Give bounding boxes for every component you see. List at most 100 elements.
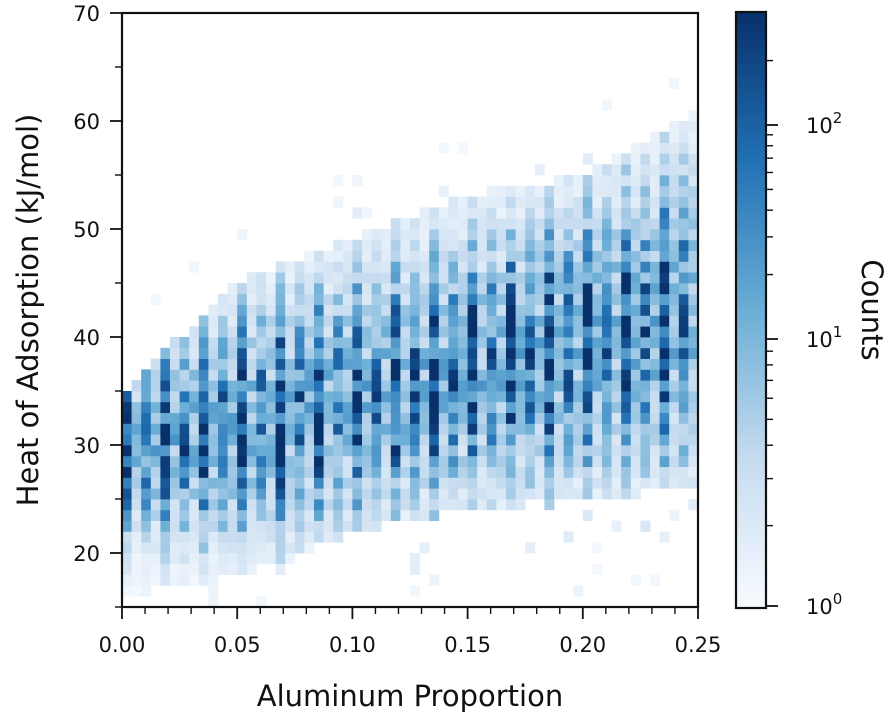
heatmap-cell xyxy=(621,412,632,424)
heatmap-cell xyxy=(506,196,516,208)
heatmap-cell xyxy=(266,337,276,349)
heatmap-cell xyxy=(419,326,430,338)
heatmap-cell xyxy=(227,466,238,478)
heatmap-cell xyxy=(371,391,382,403)
heatmap-cell xyxy=(659,250,670,262)
heatmap-cell xyxy=(669,164,680,176)
heatmap-cell xyxy=(294,337,305,349)
heatmap-cell xyxy=(266,499,276,511)
heatmap-cell xyxy=(582,412,593,424)
heatmap-cell xyxy=(198,434,209,446)
heatmap-cell xyxy=(669,272,680,284)
heatmap-cell xyxy=(208,477,219,489)
heatmap-cell xyxy=(179,466,190,478)
heatmap-cell xyxy=(131,531,142,543)
heatmap-cell xyxy=(352,326,363,338)
heatmap-cell xyxy=(400,261,411,273)
heatmap-cell xyxy=(534,196,545,208)
heatmap-cell xyxy=(323,401,334,413)
heatmap-cell xyxy=(602,401,612,413)
heatmap-cell xyxy=(602,488,612,500)
heatmap-cell xyxy=(467,326,478,338)
heatmap-cell xyxy=(285,401,296,413)
heatmap-cell xyxy=(410,304,420,316)
heatmap-cell xyxy=(285,477,296,489)
heatmap-cell xyxy=(256,401,267,413)
heatmap-cell xyxy=(304,304,315,316)
heatmap-cell xyxy=(525,337,536,349)
heatmap-cell xyxy=(573,585,584,597)
heatmap-cell xyxy=(438,391,449,403)
heatmap-cell xyxy=(208,574,219,586)
heatmap-cell xyxy=(592,315,603,327)
heatmap-cell xyxy=(170,380,180,392)
heatmap-cell xyxy=(486,207,497,219)
heatmap-cell xyxy=(573,434,584,446)
heatmap-cell xyxy=(544,272,555,284)
heatmap-cell xyxy=(314,466,324,478)
heatmap-cell xyxy=(506,261,516,273)
heatmap-cell xyxy=(150,563,161,575)
heatmap-cell xyxy=(208,509,219,521)
heatmap-cell xyxy=(285,304,296,316)
heatmap-cell xyxy=(352,499,363,511)
heatmap-cell xyxy=(678,369,689,381)
heatmap-cell xyxy=(256,423,267,435)
heatmap-cell xyxy=(266,380,276,392)
heatmap-cell xyxy=(141,445,152,457)
heatmap-cell xyxy=(352,455,363,467)
heatmap-cell xyxy=(352,261,363,273)
heatmap-cell xyxy=(678,423,689,435)
heatmap-cell xyxy=(304,434,315,446)
heatmap-cell xyxy=(342,488,353,500)
heatmap-cell xyxy=(669,423,680,435)
heatmap-cell xyxy=(333,520,344,532)
heatmap-cell xyxy=(362,229,372,241)
heatmap-cell xyxy=(333,347,344,359)
heatmap-cell xyxy=(688,121,699,133)
heatmap-cell xyxy=(227,455,238,467)
heatmap-cell xyxy=(381,304,392,316)
heatmap-cell xyxy=(496,423,507,435)
heatmap-cell xyxy=(275,293,286,305)
heatmap-cell xyxy=(198,509,209,521)
heatmap-cell xyxy=(448,401,459,413)
heatmap-cell xyxy=(189,553,200,565)
heatmap-cell xyxy=(323,412,334,424)
heatmap-cell xyxy=(458,337,468,349)
heatmap-cell xyxy=(333,369,344,381)
heatmap-cell xyxy=(218,563,228,575)
heatmap-cell xyxy=(304,250,315,262)
heatmap-cell xyxy=(582,304,593,316)
heatmap-cell xyxy=(640,218,651,230)
heatmap-cell xyxy=(669,509,680,521)
heatmap-cell xyxy=(333,509,344,521)
heatmap-cell xyxy=(362,466,372,478)
heatmap-cell xyxy=(669,131,680,143)
heatmap-cell xyxy=(362,304,372,316)
heatmap-cell xyxy=(458,380,468,392)
heatmap-cell xyxy=(438,218,449,230)
heatmap-cell xyxy=(304,520,315,532)
heatmap-cell xyxy=(650,196,660,208)
heatmap-cell xyxy=(573,391,584,403)
heatmap-cell xyxy=(227,293,238,305)
heatmap-cell xyxy=(630,466,641,478)
heatmap-cell xyxy=(381,412,392,424)
heatmap-cell xyxy=(563,218,574,230)
heatmap-cell xyxy=(429,326,440,338)
heatmap-cell xyxy=(592,423,603,435)
heatmap-cell xyxy=(650,250,660,262)
heatmap-cell xyxy=(506,207,516,219)
heatmap-cell xyxy=(688,347,699,359)
heatmap-cell xyxy=(630,347,641,359)
heatmap-cell xyxy=(400,347,411,359)
heatmap-cell xyxy=(429,466,440,478)
heatmap-cell xyxy=(218,369,228,381)
heatmap-cell xyxy=(650,466,660,478)
heatmap-cell xyxy=(659,175,670,187)
heatmap-cell xyxy=(650,239,660,251)
heatmap-cell xyxy=(362,412,372,424)
heatmap-cell xyxy=(237,293,248,305)
heatmap-cell xyxy=(381,337,392,349)
